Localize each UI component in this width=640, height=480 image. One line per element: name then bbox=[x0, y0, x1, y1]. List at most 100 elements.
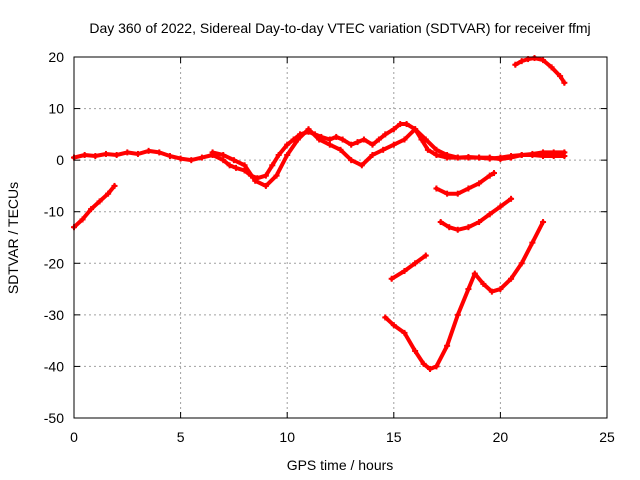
y-tick-label: -50 bbox=[44, 410, 64, 426]
data-point bbox=[230, 157, 237, 164]
data-point bbox=[437, 219, 444, 226]
data-point bbox=[390, 126, 397, 133]
data-point bbox=[427, 366, 434, 373]
series-short-line bbox=[388, 252, 429, 282]
plot-frame bbox=[73, 56, 608, 419]
data-point bbox=[412, 260, 419, 267]
y-tick-label: -20 bbox=[44, 255, 64, 271]
data-point bbox=[233, 164, 240, 171]
data-point bbox=[531, 55, 538, 62]
x-tick-label: 10 bbox=[279, 429, 295, 445]
data-point bbox=[424, 146, 431, 153]
data-point bbox=[262, 172, 269, 179]
data-point bbox=[269, 162, 276, 169]
data-point bbox=[81, 151, 88, 158]
data-point bbox=[422, 252, 429, 259]
chart-title: Day 360 of 2022, Sidereal Day-to-day VTE… bbox=[89, 20, 590, 36]
data-point bbox=[480, 280, 487, 287]
data-point bbox=[348, 157, 355, 164]
data-point bbox=[358, 162, 365, 169]
data-point bbox=[488, 288, 495, 295]
data-point bbox=[262, 182, 269, 189]
data-point bbox=[540, 153, 547, 160]
series-trace bbox=[72, 183, 117, 230]
data-point bbox=[273, 172, 280, 179]
data-point bbox=[412, 347, 419, 354]
data-point bbox=[446, 224, 453, 231]
y-tick-label: 10 bbox=[48, 101, 64, 117]
x-tick-label: 0 bbox=[70, 429, 78, 445]
y-axis-label: SDTVAR / TECUs bbox=[5, 182, 21, 294]
data-point bbox=[518, 151, 525, 158]
data-point bbox=[454, 226, 461, 233]
data-point bbox=[105, 190, 112, 197]
data-point bbox=[540, 57, 547, 64]
data-point bbox=[557, 73, 564, 80]
data-point bbox=[220, 157, 227, 164]
data-point bbox=[422, 136, 429, 143]
data-point bbox=[284, 151, 291, 158]
data-point bbox=[397, 121, 404, 128]
x-axis-label: GPS time / hours bbox=[287, 457, 394, 473]
data-point bbox=[354, 139, 361, 146]
data-point bbox=[111, 182, 118, 189]
data-point bbox=[79, 216, 86, 223]
data-point bbox=[188, 157, 195, 164]
data-point bbox=[96, 198, 103, 205]
data-point bbox=[465, 154, 472, 161]
data-series bbox=[71, 55, 568, 373]
data-point bbox=[337, 146, 344, 153]
data-point bbox=[88, 206, 95, 213]
series-peak-arc bbox=[512, 55, 568, 86]
data-point bbox=[471, 270, 478, 277]
data-point bbox=[518, 58, 525, 65]
data-point bbox=[486, 172, 493, 179]
data-point bbox=[548, 64, 555, 71]
data-point bbox=[401, 136, 408, 143]
x-tick-label: 25 bbox=[599, 429, 615, 445]
data-point bbox=[339, 136, 346, 143]
x-tick-label: 20 bbox=[493, 429, 509, 445]
y-tick-label: -10 bbox=[44, 204, 64, 220]
data-point bbox=[316, 136, 323, 143]
data-point bbox=[508, 275, 515, 282]
data-point bbox=[145, 147, 152, 154]
series-deep-arc bbox=[382, 219, 547, 373]
data-point bbox=[156, 149, 163, 156]
data-point bbox=[275, 151, 282, 158]
x-tick-label: 15 bbox=[386, 429, 402, 445]
data-point bbox=[209, 149, 216, 156]
data-point bbox=[433, 363, 440, 370]
data-point bbox=[375, 136, 382, 143]
data-point bbox=[369, 151, 376, 158]
series-valley-arc-b bbox=[437, 195, 515, 233]
data-point bbox=[550, 153, 557, 160]
data-point bbox=[401, 268, 408, 275]
data-point bbox=[561, 79, 568, 86]
data-point bbox=[540, 219, 547, 226]
data-point bbox=[102, 150, 109, 157]
data-point bbox=[476, 180, 483, 187]
data-point bbox=[433, 146, 440, 153]
y-tick-label: 20 bbox=[48, 49, 64, 65]
series-trace bbox=[383, 220, 545, 371]
data-point bbox=[198, 154, 205, 161]
data-point bbox=[454, 190, 461, 197]
data-point bbox=[486, 154, 493, 161]
data-point bbox=[508, 195, 515, 202]
series-trace bbox=[389, 253, 428, 281]
data-point bbox=[491, 170, 498, 177]
axis-ticks: 0 5 10 15 20 25 -50 -40 -30 -20 -10 0 10 20 bbox=[44, 49, 615, 445]
data-point bbox=[497, 286, 504, 293]
data-point bbox=[561, 153, 568, 160]
data-point bbox=[166, 153, 173, 160]
data-point bbox=[284, 141, 291, 148]
data-point bbox=[333, 133, 340, 140]
data-point bbox=[444, 190, 451, 197]
data-point bbox=[420, 360, 427, 367]
data-point bbox=[401, 329, 408, 336]
data-point bbox=[412, 126, 419, 133]
data-point bbox=[465, 185, 472, 192]
data-point bbox=[497, 203, 504, 210]
